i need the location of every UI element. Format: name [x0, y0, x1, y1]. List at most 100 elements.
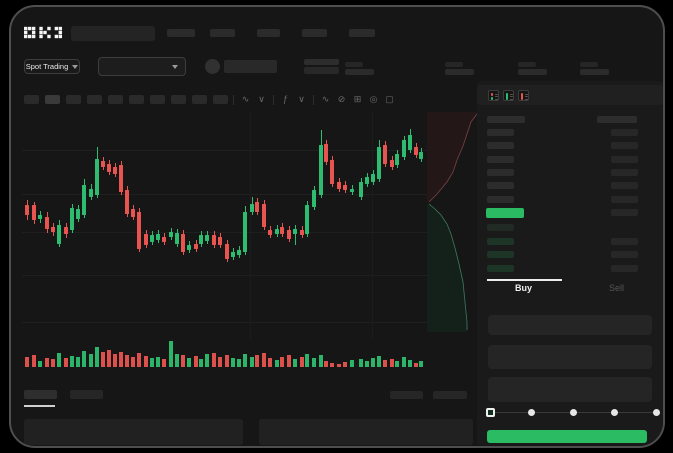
candle-wick	[294, 225, 296, 245]
order-amount-field[interactable]	[488, 345, 652, 369]
candlestick-chart[interactable]	[22, 112, 428, 340]
volume-bar	[187, 358, 191, 367]
candle-body	[101, 161, 105, 167]
timeframe-button[interactable]	[45, 95, 60, 104]
bid-row-price-placeholder[interactable]	[487, 237, 514, 245]
bottom-action-placeholder[interactable]	[433, 391, 467, 399]
chart-type-icon[interactable]: ∿	[241, 94, 250, 104]
slider-step-dot[interactable]	[528, 409, 535, 416]
candle-body	[119, 165, 123, 192]
volume-bar	[25, 357, 29, 367]
candle-body	[225, 244, 229, 259]
indicators-icon[interactable]: ƒ	[282, 94, 288, 104]
order-price-field[interactable]	[488, 315, 652, 335]
eraser-tool-icon[interactable]: ⊘	[337, 94, 346, 104]
book-bids-view-icon[interactable]	[503, 90, 514, 101]
timeframe-button[interactable]	[87, 95, 102, 104]
pair-selector[interactable]	[98, 57, 186, 76]
stat-label-placeholder	[345, 62, 363, 67]
ask-row-price-placeholder[interactable]	[487, 155, 514, 163]
timeframe-button[interactable]	[171, 95, 186, 104]
bottom-action-placeholder[interactable]	[390, 391, 423, 399]
candle-body	[57, 225, 61, 244]
nav-item-placeholder[interactable]	[257, 29, 280, 37]
fullscreen-icon[interactable]: ▢	[385, 94, 394, 104]
market-type-label: Spot Trading	[25, 62, 69, 71]
bid-row-price-placeholder[interactable]	[487, 251, 514, 259]
trendline-tool-icon[interactable]: ∿	[321, 94, 330, 104]
bottom-tab-history[interactable]	[70, 390, 103, 399]
book-asks-view-icon[interactable]	[518, 90, 529, 101]
timeframe-button[interactable]	[66, 95, 81, 104]
volume-bar	[350, 360, 354, 367]
gridline-h	[22, 275, 428, 276]
chart-type-caret-icon[interactable]: ∨	[258, 94, 265, 104]
volume-bar	[237, 359, 241, 367]
indicators-caret-icon[interactable]: ∨	[298, 94, 305, 104]
account-avatar[interactable]	[205, 59, 220, 74]
candle-body	[144, 234, 148, 245]
candle-body	[205, 235, 209, 241]
global-search-input[interactable]	[71, 26, 155, 41]
candle-body	[25, 205, 29, 215]
volume-bar	[82, 351, 86, 367]
book-split-view-icon[interactable]	[488, 90, 499, 101]
ask-row-amount-placeholder	[611, 142, 638, 150]
timeframe-button[interactable]	[108, 95, 123, 104]
ask-row-price-placeholder[interactable]	[487, 168, 514, 176]
nav-item-placeholder[interactable]	[167, 29, 195, 37]
tab-buy[interactable]: Buy	[514, 283, 532, 293]
orderbook-amount-header-placeholder	[597, 116, 637, 123]
slider-step-dot[interactable]	[611, 409, 618, 416]
snapshot-icon[interactable]: ⊞	[353, 94, 362, 104]
chart-tools-bar: ∿ ∨ ƒ ∨ ∿ ⊘ ⊞ ◎ ▢	[231, 92, 396, 106]
timeframe-button[interactable]	[150, 95, 165, 104]
volume-bar	[243, 354, 247, 367]
volume-bar	[300, 357, 304, 367]
bid-row-price-placeholder[interactable]	[487, 224, 514, 231]
timeframe-button[interactable]	[24, 95, 39, 104]
ask-row-price-placeholder[interactable]	[487, 182, 514, 190]
volume-bar	[402, 357, 406, 367]
timeframe-button[interactable]	[192, 95, 207, 104]
ask-row-price-placeholder[interactable]	[487, 142, 514, 150]
nav-item-placeholder[interactable]	[349, 29, 375, 37]
candle-body	[371, 174, 375, 182]
amount-slider[interactable]	[486, 408, 660, 417]
candle-body	[89, 189, 93, 197]
volume-bar	[225, 355, 229, 367]
submit-buy-button[interactable]	[487, 430, 647, 443]
toolbar-separator	[313, 95, 314, 105]
candle-body	[51, 227, 55, 232]
market-type-button[interactable]: Spot Trading	[24, 59, 80, 74]
volume-bar	[218, 357, 222, 367]
slider-step-dot[interactable]	[653, 409, 660, 416]
bid-row-price-placeholder[interactable]	[487, 265, 514, 273]
candle-body	[175, 233, 179, 244]
volume-bar	[89, 354, 93, 367]
ask-row-price-placeholder[interactable]	[487, 129, 514, 136]
candle-body	[319, 145, 323, 195]
timeframe-button[interactable]	[213, 95, 228, 104]
nav-item-placeholder[interactable]	[302, 29, 327, 37]
order-total-field[interactable]	[488, 377, 652, 402]
volume-bar	[408, 360, 412, 367]
timeframe-button[interactable]	[129, 95, 144, 104]
ask-row-amount-placeholder	[611, 195, 638, 203]
candle-body	[390, 160, 394, 167]
chart-settings-icon[interactable]: ◎	[369, 94, 378, 104]
bottom-tab-orders[interactable]	[24, 390, 57, 399]
candle-body	[169, 232, 173, 237]
ask-row-price-placeholder[interactable]	[487, 195, 514, 203]
last-price-bar[interactable]	[486, 208, 524, 218]
volume-bar	[131, 357, 135, 367]
slider-step-dot[interactable]	[570, 409, 577, 416]
candle-body	[402, 140, 406, 157]
volume-bar	[287, 355, 291, 367]
nav-item-placeholder[interactable]	[210, 29, 235, 37]
ask-row-amount-placeholder	[611, 155, 638, 163]
gridline-h	[22, 322, 428, 323]
volume-bar	[181, 355, 185, 367]
tab-sell[interactable]: Sell	[608, 283, 624, 293]
slider-handle[interactable]	[486, 408, 495, 417]
